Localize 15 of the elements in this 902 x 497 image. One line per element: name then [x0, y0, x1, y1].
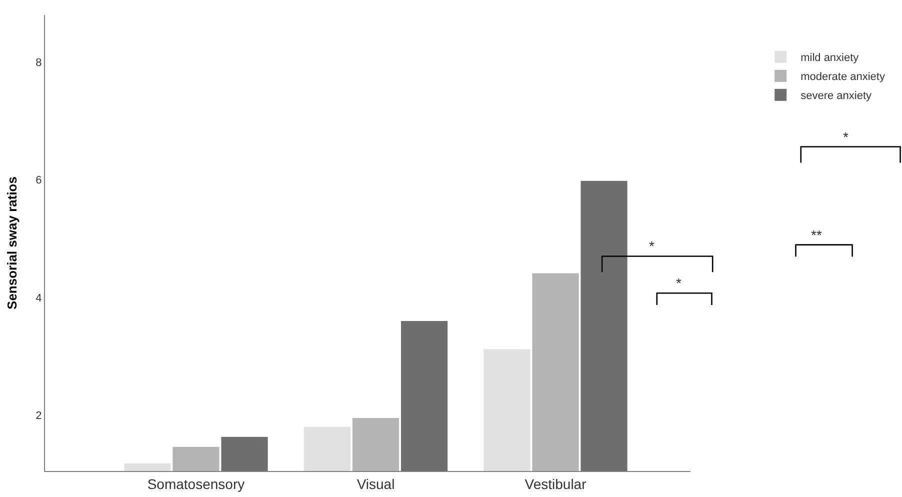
x-tick-label: Vestibular	[524, 476, 587, 492]
legend-label: mild anxiety	[800, 52, 860, 64]
y-axis-title: Sensorial sway ratios	[4, 176, 20, 310]
y-tick-label: 4	[36, 292, 42, 304]
y-tick-label: 6	[36, 174, 42, 187]
text: *	[843, 129, 849, 145]
x-tick-label: Visual	[356, 476, 395, 492]
annotation: *	[676, 275, 682, 291]
legend-label: severe anxiety	[800, 90, 872, 102]
y-tick-label: 2	[36, 410, 42, 422]
text: **	[811, 227, 822, 243]
annotation: *	[649, 238, 655, 254]
x-tick-label: Somatosensory	[147, 476, 245, 492]
legend-label: moderate anxiety	[800, 71, 886, 84]
y-tick-label: 8	[36, 56, 42, 69]
